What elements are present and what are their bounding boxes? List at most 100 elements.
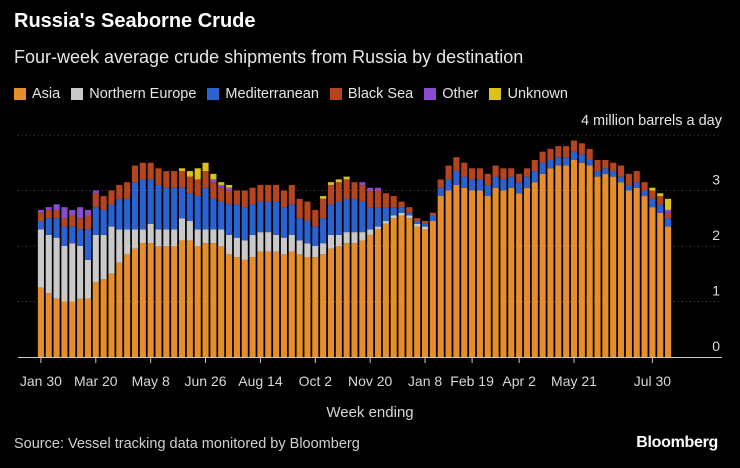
legend-item-unknown: Unknown	[489, 86, 568, 102]
bar-segment-mediterranean	[53, 218, 60, 238]
bar-segment-black-sea	[265, 184, 272, 202]
bar-segment-asia	[469, 190, 476, 357]
bar-segment-mediterranean	[461, 176, 468, 188]
y-tick-label: 1	[712, 283, 720, 299]
bar-segment-unknown	[649, 187, 656, 191]
bar-segment-asia	[437, 196, 444, 357]
bar-segment-asia	[359, 240, 366, 357]
legend-item-black-sea: Black Sea	[329, 86, 413, 102]
bar-segment-black-sea	[45, 209, 52, 219]
bar-segment-unknown	[320, 196, 327, 199]
bar-segment-other	[53, 204, 60, 210]
bar-segment-other	[77, 207, 84, 219]
bar-segment-asia	[476, 190, 483, 357]
bar-segment-northern-europe	[367, 229, 374, 235]
bar-segment-black-sea	[547, 148, 554, 160]
bar-segment-black-sea	[280, 190, 287, 208]
bar-segment-asia	[218, 246, 225, 357]
legend-swatch-black-sea	[329, 88, 342, 100]
bar-segment-asia	[625, 190, 632, 357]
bar-segment-unknown	[327, 182, 335, 185]
bar-segment-black-sea	[100, 196, 107, 210]
bar-segment-mediterranean	[265, 201, 272, 233]
bar-segment-mediterranean	[547, 159, 554, 169]
y-tick-label: 0	[712, 338, 720, 354]
bar-segment-northern-europe	[241, 240, 248, 260]
legend-swatch-northern-europe	[71, 88, 84, 100]
bar-segment-black-sea	[163, 171, 170, 188]
bar-segment-northern-europe	[202, 229, 209, 244]
bar-segment-other	[92, 190, 99, 194]
bar-segment-black-sea	[194, 179, 201, 197]
bar-segment-northern-europe	[312, 246, 319, 258]
bar-segment-northern-europe	[320, 243, 327, 255]
bar-segment-asia	[351, 243, 358, 357]
bar-segment-black-sea	[531, 159, 538, 172]
bar-segment-other	[84, 209, 92, 216]
bar-segment-black-sea	[665, 212, 672, 219]
bar-segment-asia	[320, 254, 327, 357]
bar-segment-mediterranean	[327, 204, 335, 235]
bar-segment-mediterranean	[210, 198, 217, 230]
bar-segment-black-sea	[602, 159, 609, 169]
bar-segment-black-sea	[186, 176, 193, 194]
bar-segment-asia	[594, 176, 601, 358]
bar-segment-asia	[610, 176, 617, 358]
bar-segment-mediterranean	[194, 196, 201, 230]
bar-segment-northern-europe	[100, 234, 107, 280]
bar-segment-mediterranean	[139, 179, 146, 230]
bar-segment-black-sea	[249, 187, 256, 205]
bar-segment-mediterranean	[84, 229, 92, 260]
bar-segment-mediterranean	[578, 154, 585, 163]
bar-segment-black-sea	[241, 190, 248, 208]
bar-segment-northern-europe	[414, 223, 421, 227]
bar-segment-mediterranean	[359, 201, 366, 233]
bar-segment-mediterranean	[69, 226, 76, 244]
bar-segment-black-sea	[296, 198, 303, 219]
bar-segment-mediterranean	[406, 212, 413, 216]
bar-segment-mediterranean	[429, 215, 436, 222]
bar-segment-mediterranean	[335, 201, 342, 235]
bar-segment-asia	[484, 196, 491, 357]
bar-segment-asia	[570, 159, 578, 357]
chart-subtitle: Four-week average crude shipments from R…	[14, 47, 524, 67]
bar-segment-black-sea	[539, 151, 546, 163]
bar-segment-asia	[492, 187, 499, 357]
bar-segment-asia	[578, 162, 585, 357]
bar-segment-asia	[500, 190, 507, 357]
bar-segment-black-sea	[155, 168, 162, 185]
bar-segment-black-sea	[218, 187, 225, 202]
x-tick-label: Jan 30	[20, 373, 62, 389]
bar-segment-asia	[516, 193, 523, 357]
bar-segment-unknown	[194, 168, 201, 180]
bar-segment-unknown	[218, 182, 225, 185]
x-tick-label: Jun 26	[185, 373, 227, 389]
bar-segment-mediterranean	[398, 207, 405, 213]
bar-segment-black-sea	[437, 179, 444, 188]
bar-segment-asia	[241, 259, 248, 358]
bar-segment-unknown	[226, 184, 233, 188]
bar-segment-northern-europe	[53, 237, 60, 299]
bar-segment-black-sea	[61, 218, 68, 227]
bar-segment-asia	[649, 207, 656, 357]
bar-segment-black-sea	[461, 162, 468, 177]
bar-segment-northern-europe	[178, 218, 186, 241]
y-tick-label: 2	[712, 227, 720, 243]
bar-segment-asia	[312, 257, 319, 357]
bar-segment-black-sea	[641, 182, 648, 191]
bar-segment-mediterranean	[280, 207, 287, 238]
bar-segment-mediterranean	[657, 204, 664, 213]
bar-segment-mediterranean	[257, 201, 264, 233]
bar-segment-northern-europe	[77, 246, 84, 299]
bar-segment-asia	[265, 251, 272, 357]
bar-segment-mediterranean	[226, 204, 233, 235]
chart-title: Russia's Seaborne Crude	[14, 10, 256, 32]
bar-segment-asia	[547, 168, 554, 357]
bar-segment-northern-europe	[108, 226, 115, 274]
bar-segment-northern-europe	[139, 229, 146, 244]
bar-segment-asia	[226, 254, 233, 357]
bar-segment-asia	[367, 234, 374, 357]
bar-segment-mediterranean	[312, 226, 319, 246]
x-tick-label: Jan 8	[408, 373, 442, 389]
bar-segment-asia	[53, 298, 60, 357]
